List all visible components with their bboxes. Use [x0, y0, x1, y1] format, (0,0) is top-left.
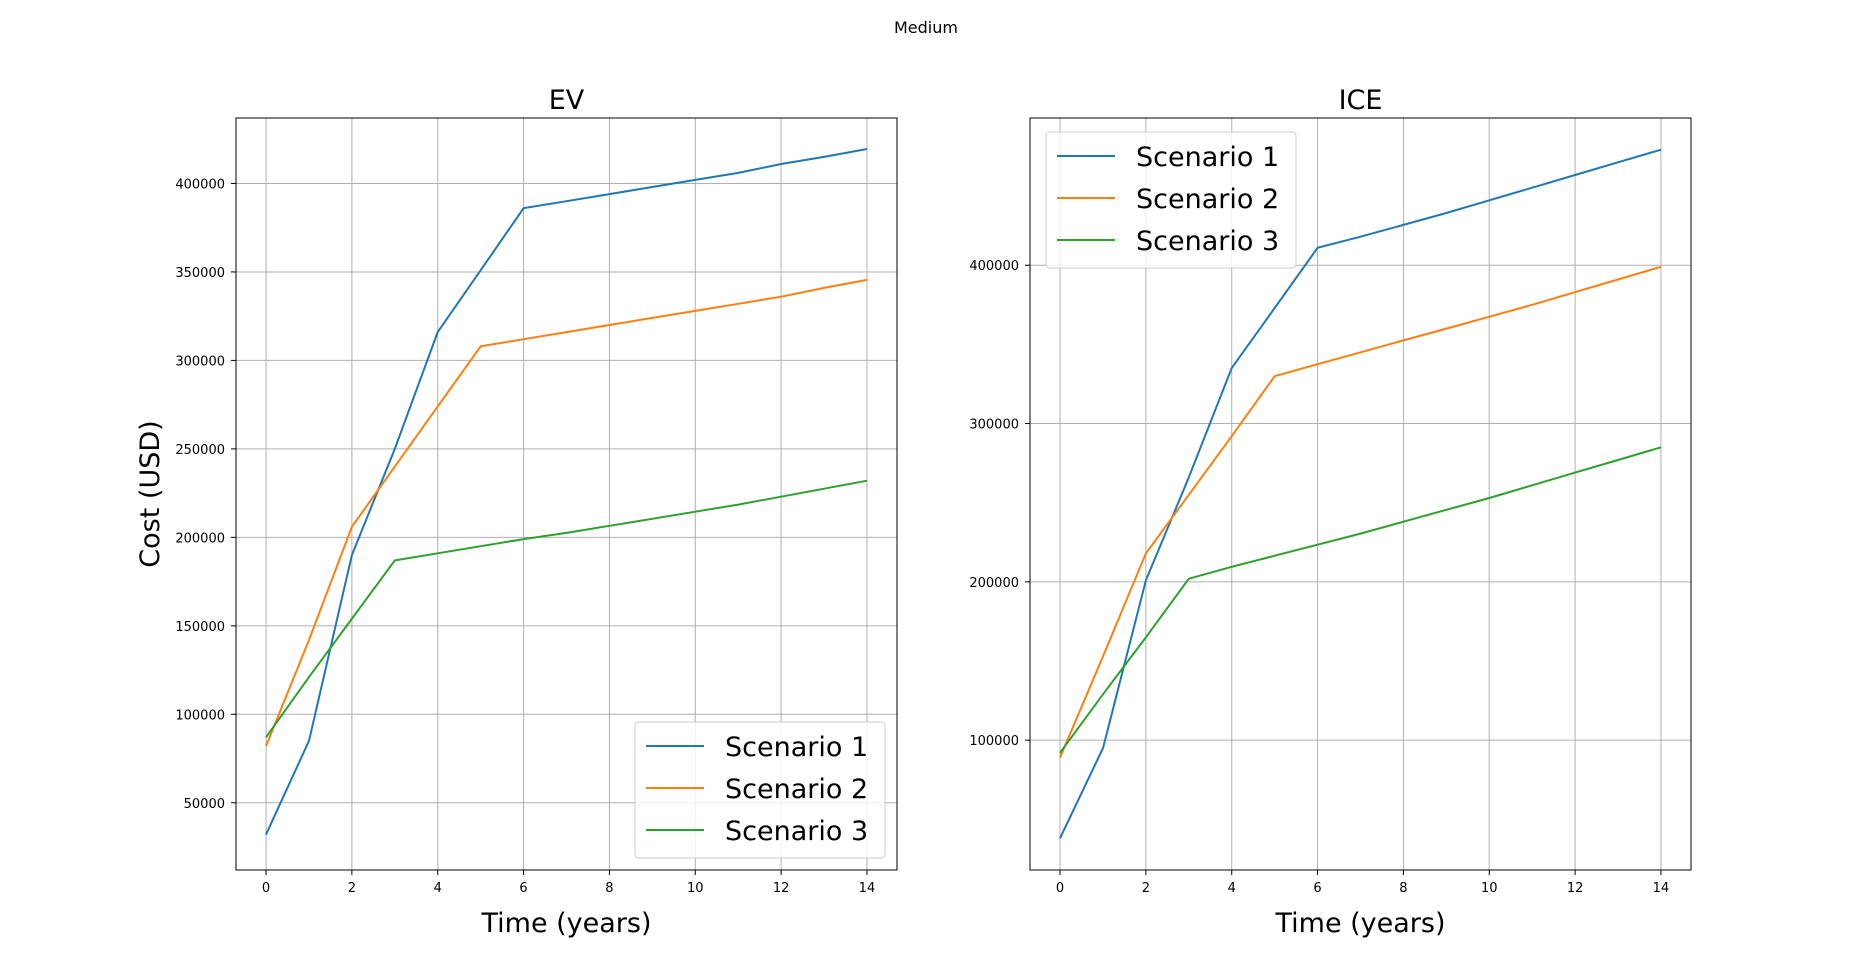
ev-x-axis-label: Time (years)	[480, 908, 651, 939]
ice-y-tick-label: 400000	[969, 259, 1019, 274]
ev-x-tick-label: 0	[262, 881, 270, 896]
ev-y-tick-label: 50000	[184, 797, 225, 812]
ev-y-tick-label: 200000	[175, 531, 225, 546]
ice-axes-frame	[1029, 117, 1692, 871]
ev-axes-frame	[235, 117, 898, 871]
ev-y-tick-label: 100000	[175, 708, 225, 723]
ice-x-tick-label: 6	[1313, 881, 1321, 896]
ev-series-line-3	[265, 479, 868, 738]
ice-x-axis-label: Time (years)	[1274, 908, 1445, 939]
ice-series-line-1	[1059, 148, 1662, 839]
ice-x-tick-label: 12	[1567, 881, 1584, 896]
ev-legend-label-2: Scenario 2	[725, 774, 868, 805]
ev-y-tick-label: 300000	[175, 354, 225, 369]
ice-y-tick-label: 300000	[969, 418, 1019, 433]
ice-series-line-2	[1059, 265, 1662, 758]
ev-y-tick-label: 350000	[175, 266, 225, 281]
ice-legend-label-3: Scenario 3	[1136, 226, 1279, 257]
ev-series-line-1	[265, 148, 868, 836]
ev-x-tick-label: 14	[859, 881, 876, 896]
figure-suptitle: Medium	[894, 18, 958, 37]
ev-y-tick-label: 150000	[175, 620, 225, 635]
ev-legend-label-3: Scenario 3	[725, 816, 868, 847]
ev-y-axis-label: Cost (USD)	[135, 420, 166, 567]
ev-y-tick-label: 400000	[175, 177, 225, 192]
ev-y-tick-label: 250000	[175, 443, 225, 458]
ice-legend-label-2: Scenario 2	[1136, 184, 1279, 215]
ice-axes: 0 2 4 6 8 10 12 14 100000 200000 300000 400000 ICE Ti…	[969, 85, 1692, 939]
ice-x-tick-label: 14	[1653, 881, 1670, 896]
ev-axes: 0 2 4 6 8 10 12 14 50000 100000 150000 200000 250000…	[135, 85, 898, 939]
ev-legend-box	[634, 721, 886, 859]
ice-legend-box	[1045, 131, 1297, 269]
ev-x-tick-label: 6	[519, 881, 527, 896]
ev-legend-label-1: Scenario 1	[725, 732, 868, 763]
ev-x-tick-label: 4	[434, 881, 442, 896]
ice-x-tick-label: 2	[1142, 881, 1150, 896]
ev-x-tick-label: 12	[773, 881, 790, 896]
ice-y-tick-label: 100000	[969, 734, 1019, 749]
ice-x-tick-label: 4	[1228, 881, 1236, 896]
ice-x-tick-label: 0	[1056, 881, 1064, 896]
ice-x-tick-label: 8	[1399, 881, 1407, 896]
ev-x-tick-label: 8	[605, 881, 613, 896]
ice-legend-label-1: Scenario 1	[1136, 142, 1279, 173]
ev-series-line-2	[265, 278, 868, 747]
ev-chart-title: EV	[549, 85, 585, 116]
ice-series-line-3	[1059, 446, 1662, 754]
ice-x-tick-label: 10	[1481, 881, 1498, 896]
ev-x-tick-label: 10	[687, 881, 704, 896]
ice-y-tick-label: 200000	[969, 576, 1019, 591]
ev-x-tick-label: 2	[348, 881, 356, 896]
ice-chart-title: ICE	[1339, 85, 1383, 116]
